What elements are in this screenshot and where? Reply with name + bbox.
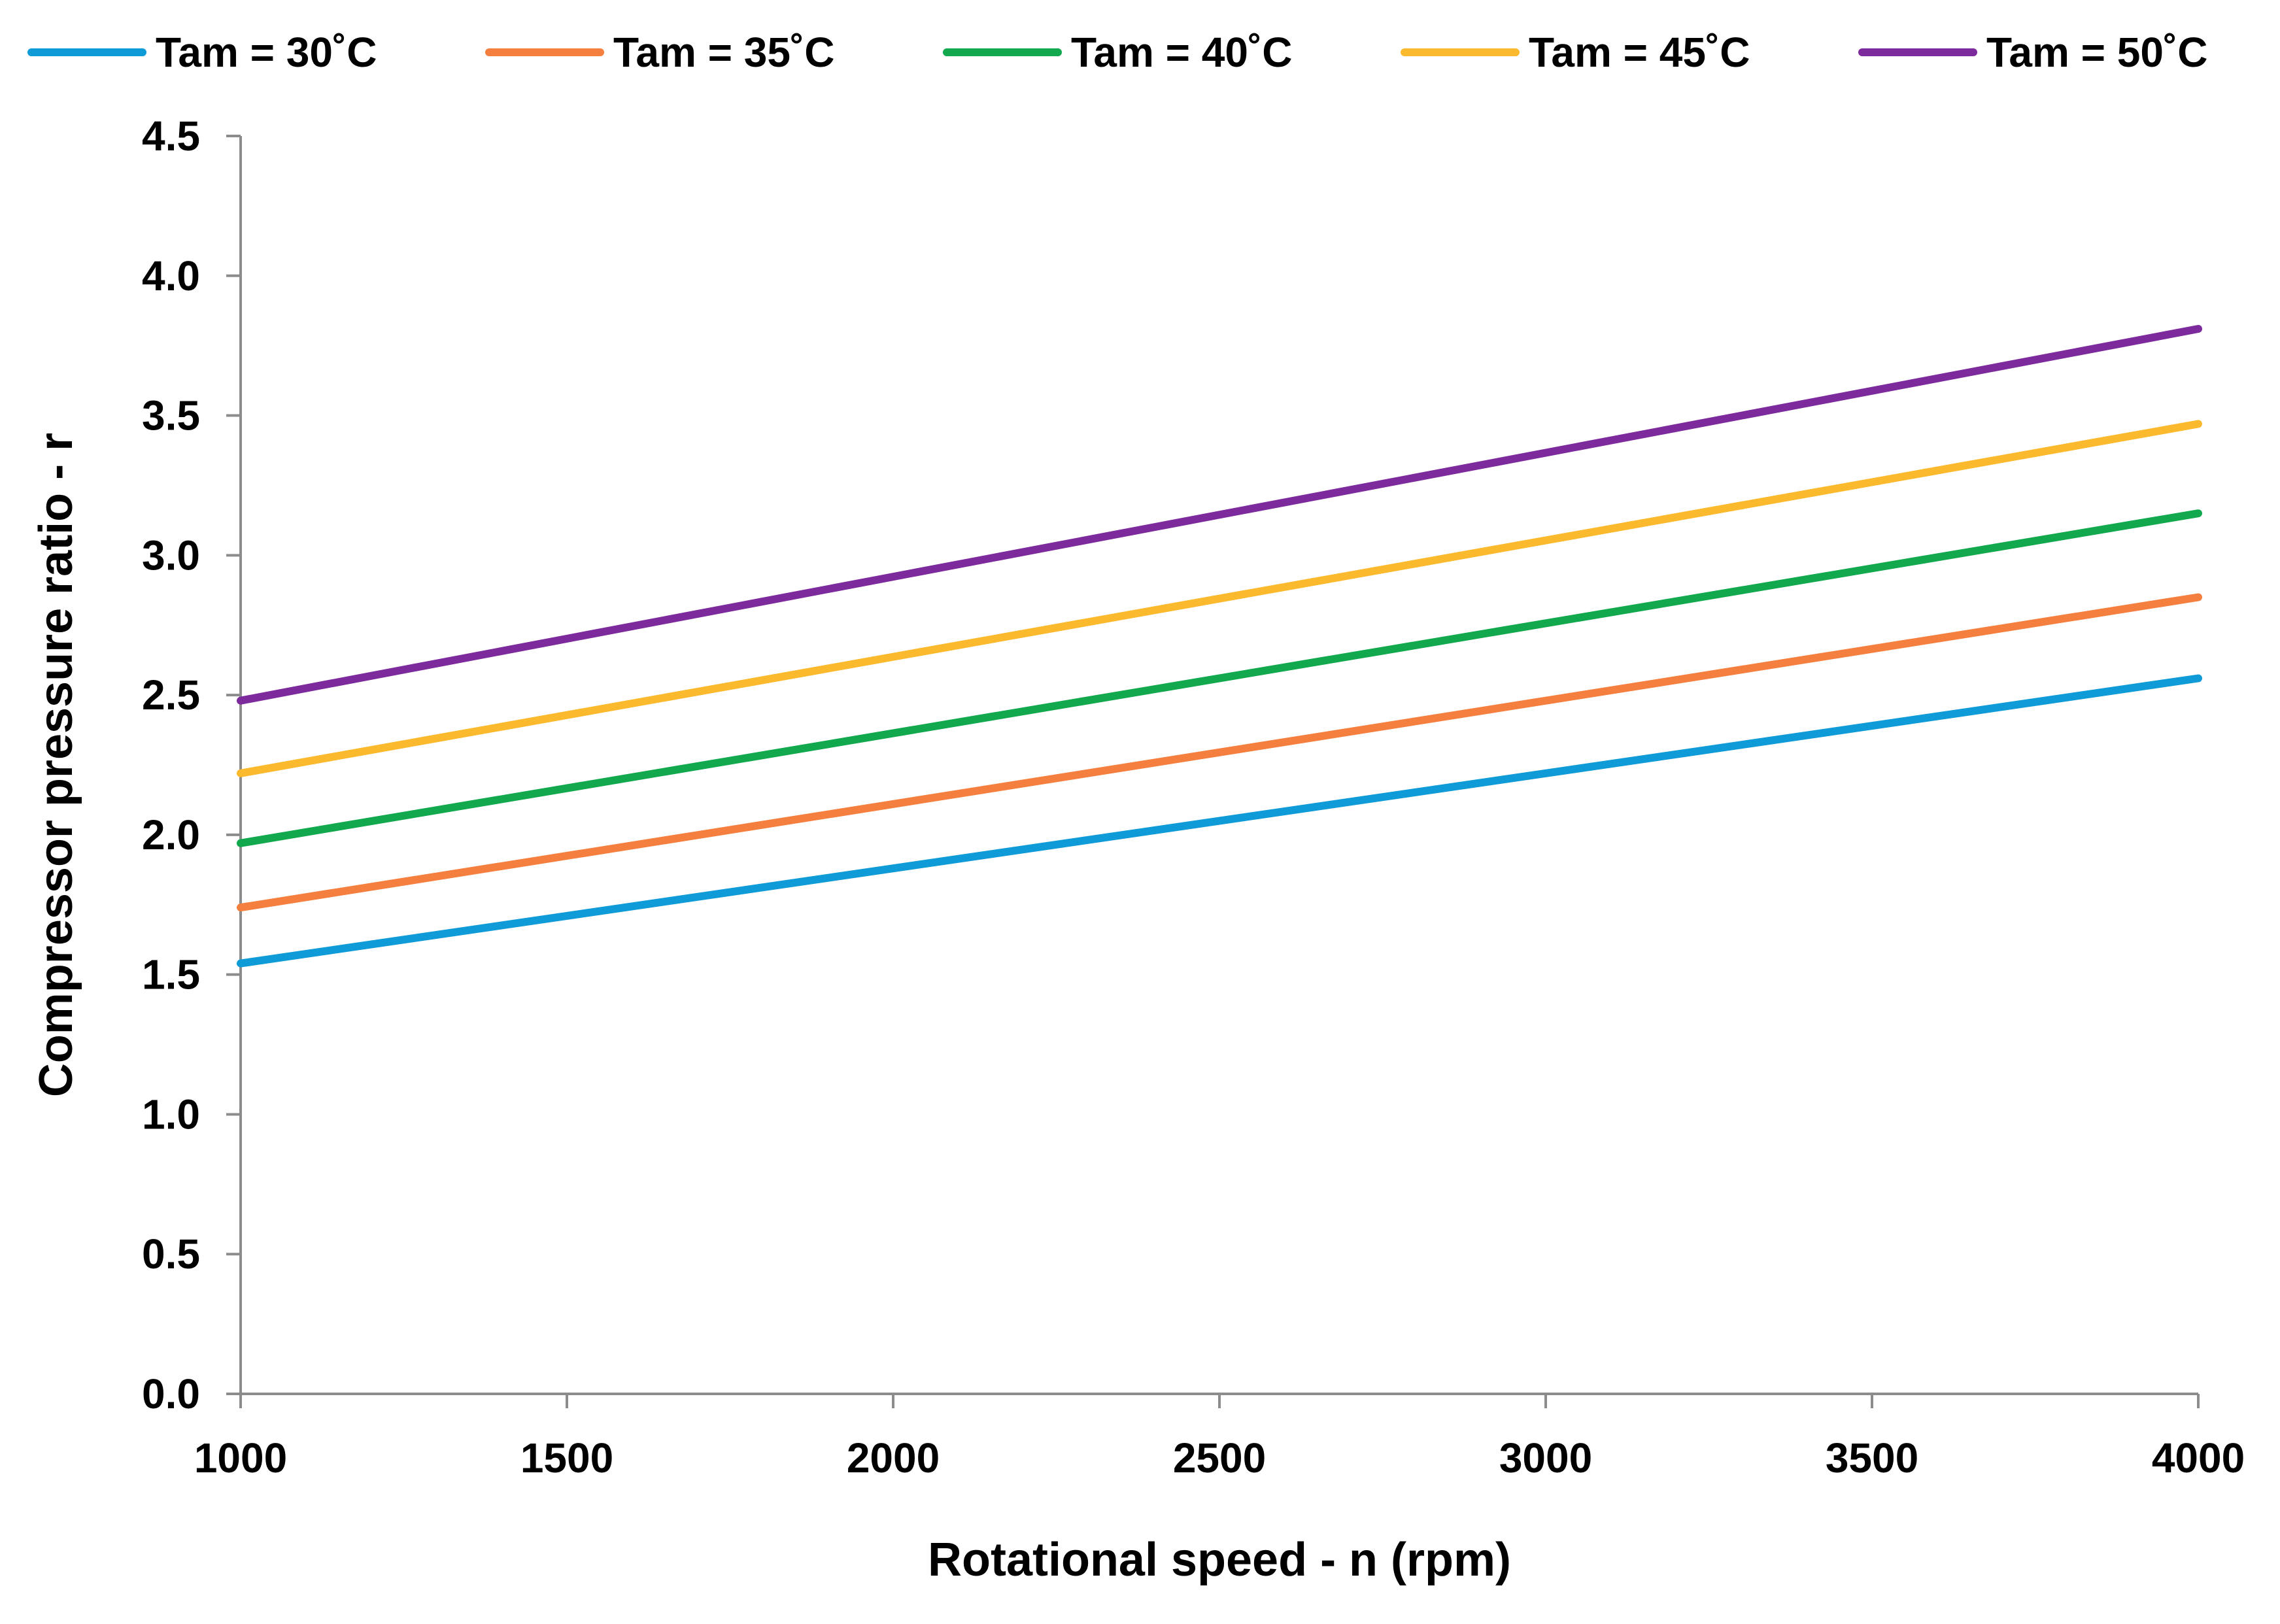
x-axis-title: Rotational speed - n (rpm) (928, 1534, 1511, 1586)
legend-label: Tam = 40˚C (1071, 29, 1293, 76)
y-axis-title: Compressor pressure ratio - r (30, 433, 82, 1097)
legend-item-1: Tam = 30˚C (27, 29, 377, 76)
x-tick-label: 1000 (194, 1434, 287, 1481)
y-tick-label: 1.5 (142, 951, 200, 998)
y-tick-label: 4.0 (142, 252, 200, 299)
x-tick-label: 2000 (847, 1434, 940, 1481)
series-layer (237, 325, 2202, 968)
x-tick-label: 1500 (520, 1434, 613, 1481)
series-line-1 (237, 674, 2202, 968)
x-tick-label: 3500 (1826, 1434, 1918, 1481)
y-tick-label: 0.0 (142, 1370, 200, 1417)
x-tick-label: 3000 (1499, 1434, 1592, 1481)
axes: 0.0 0.5 1.0 1.5 2.0 2.5 3.0 3.5 4.0 4.5 1000 1500 20… (142, 112, 2245, 1481)
y-tick-label: 4.5 (142, 112, 200, 160)
legend-item-3: Tam = 40˚C (943, 29, 1293, 76)
legend-label: Tam = 35˚C (613, 29, 835, 76)
series-line-3 (237, 509, 2202, 847)
y-tick-label: 0.5 (142, 1230, 200, 1277)
y-tick-label: 1.0 (142, 1091, 200, 1138)
x-tick-label: 4000 (2152, 1434, 2245, 1481)
x-tick-label: 2500 (1173, 1434, 1266, 1481)
y-tick-label: 2.0 (142, 811, 200, 858)
legend-item-2: Tam = 35˚C (485, 29, 835, 76)
y-tick-label: 3.5 (142, 392, 200, 439)
legend-item-5: Tam = 50˚C (1858, 29, 2208, 76)
y-tick-label: 2.5 (142, 671, 200, 719)
legend-label: Tam = 50˚C (1986, 29, 2208, 76)
legend-label: Tam = 45˚C (1529, 29, 1750, 76)
series-line-2 (237, 593, 2202, 912)
legend-item-4: Tam = 45˚C (1401, 29, 1750, 76)
legend: Tam = 30˚C Tam = 35˚C Tam = 40˚C Tam = 45˚C… (27, 29, 2208, 76)
series-line-4 (237, 420, 2202, 777)
legend-label: Tam = 30˚C (156, 29, 377, 76)
y-tick-label: 3.0 (142, 532, 200, 579)
series-line-5 (237, 325, 2202, 705)
